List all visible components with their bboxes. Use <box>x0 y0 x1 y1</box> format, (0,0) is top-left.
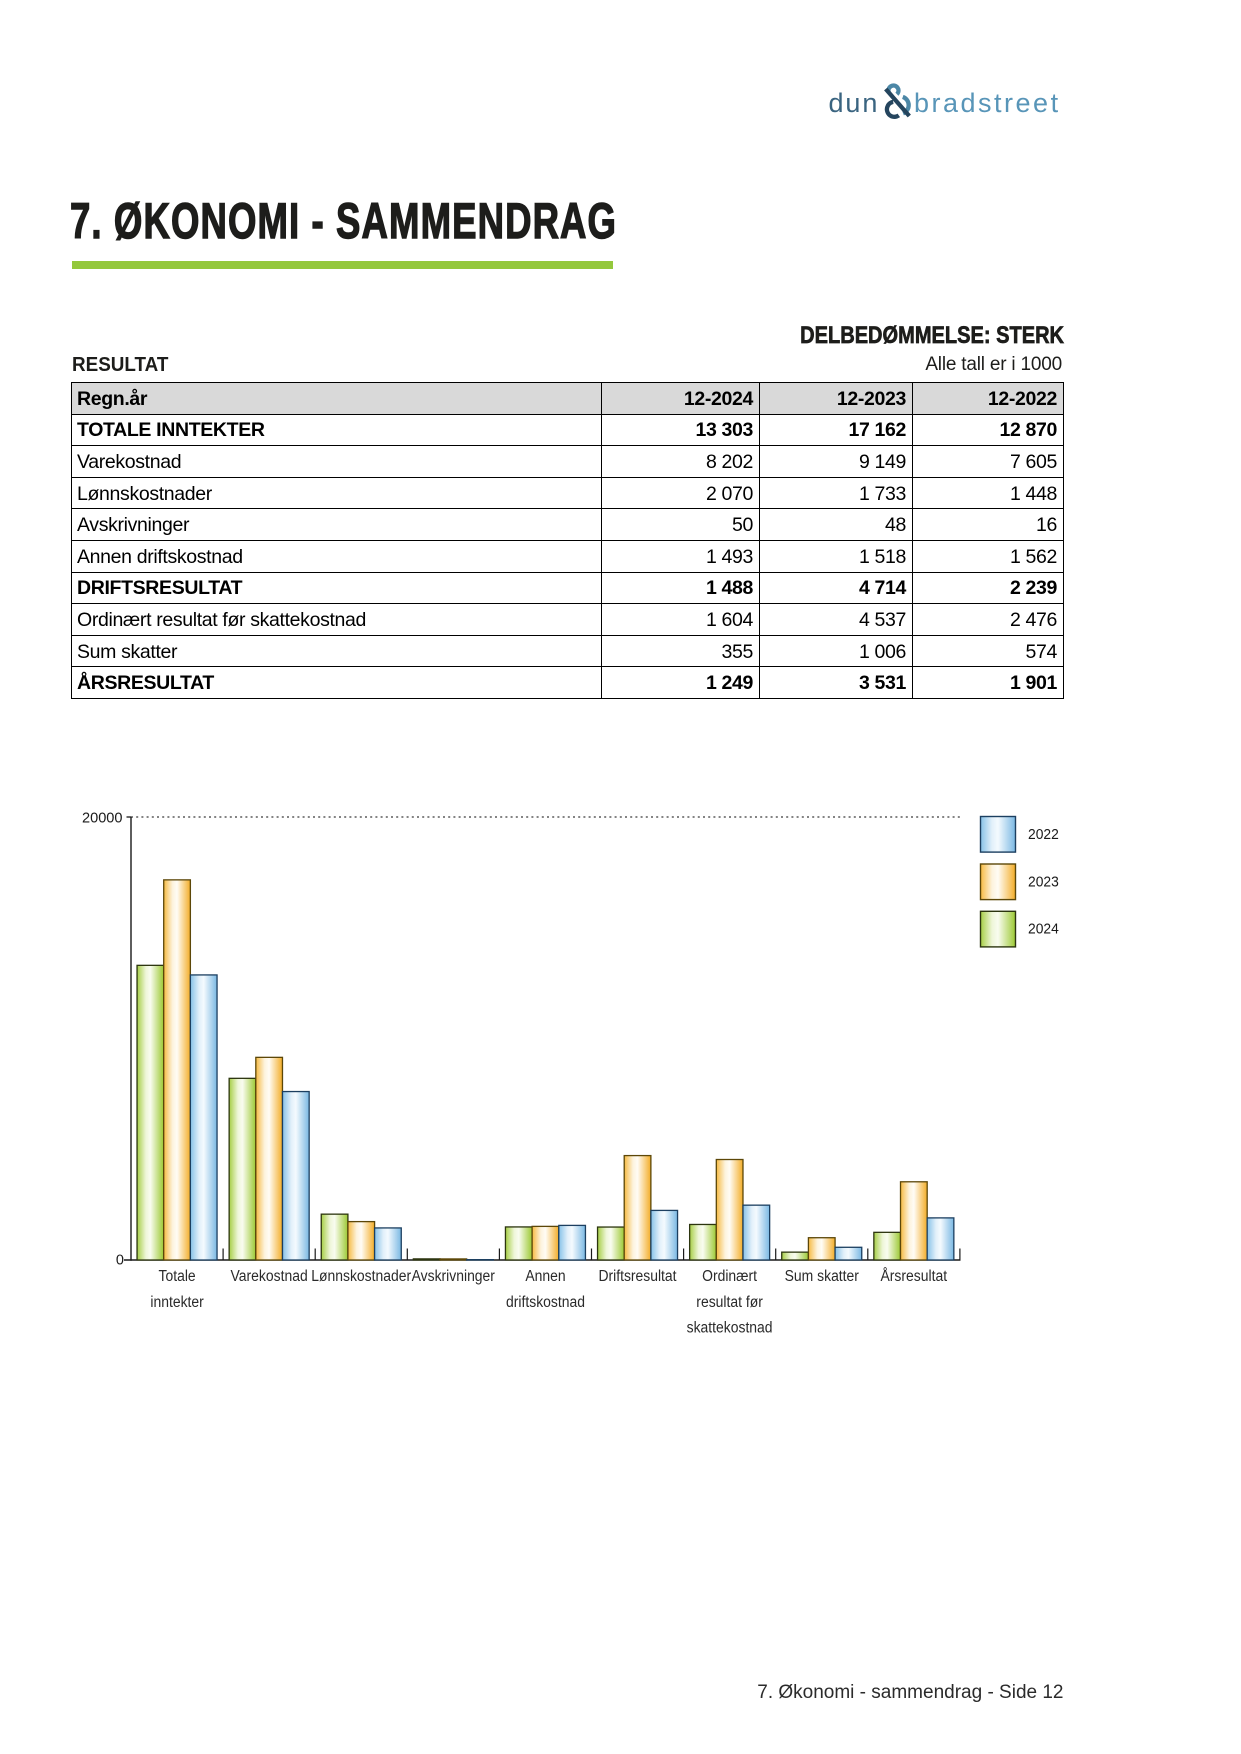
svg-text:Lønnskostnader: Lønnskostnader <box>311 1268 411 1285</box>
svg-text:resultat før: resultat før <box>696 1294 763 1311</box>
svg-text:0: 0 <box>116 1253 124 1269</box>
svg-text:Sum skatter: Sum skatter <box>785 1268 859 1285</box>
svg-text:2023: 2023 <box>1028 874 1059 890</box>
svg-text:Avskrivninger: Avskrivninger <box>412 1268 495 1285</box>
svg-text:driftskostnad: driftskostnad <box>506 1294 585 1311</box>
svg-text:Driftsresultat: Driftsresultat <box>598 1268 677 1285</box>
svg-text:Ordinært: Ordinært <box>702 1268 758 1285</box>
svg-text:Varekostnad: Varekostnad <box>231 1268 308 1285</box>
svg-text:skattekostnad: skattekostnad <box>687 1320 773 1337</box>
svg-text:2024: 2024 <box>1028 922 1059 938</box>
svg-text:Årsresultat: Årsresultat <box>881 1268 948 1285</box>
svg-text:Totale: Totale <box>159 1268 196 1285</box>
svg-text:20000: 20000 <box>82 810 123 827</box>
svg-text:Annen: Annen <box>525 1268 565 1285</box>
svg-text:inntekter: inntekter <box>150 1294 203 1311</box>
svg-text:2022: 2022 <box>1028 827 1059 843</box>
